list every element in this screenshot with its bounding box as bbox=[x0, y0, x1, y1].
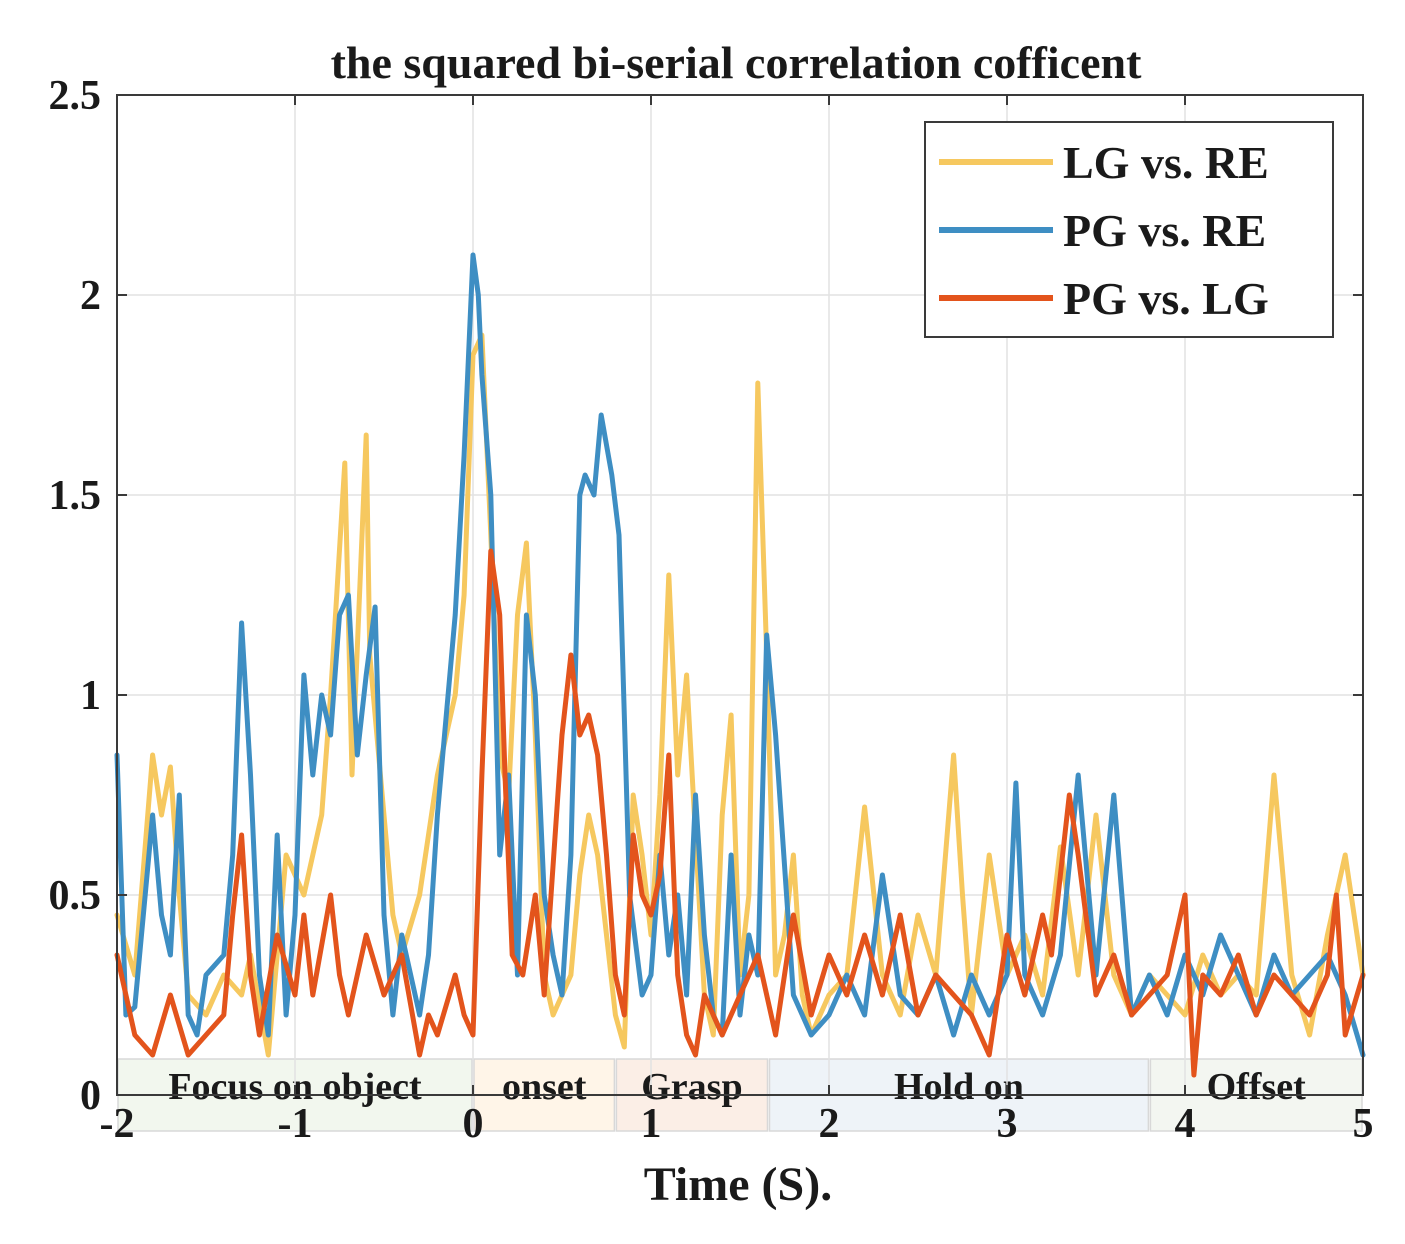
legend-label-3: PG vs. LG bbox=[1063, 273, 1269, 324]
series-lines bbox=[114, 252, 1366, 1078]
x-tick-label: 0 bbox=[463, 1101, 484, 1147]
y-tick-labels: 0 0.5 1 1.5 2 2.5 bbox=[49, 73, 102, 1119]
y-tick-label: 1.5 bbox=[49, 473, 102, 519]
x-axis-label: Time (S). bbox=[644, 1158, 832, 1211]
legend: LG vs. RE PG vs. RE PG vs. LG bbox=[924, 121, 1334, 338]
y-tick-label: 0.5 bbox=[49, 873, 102, 919]
x-tick-label: 1 bbox=[641, 1101, 662, 1147]
series-line-1 bbox=[114, 332, 1366, 1058]
phase-label: Grasp bbox=[641, 1066, 742, 1108]
x-tick-label: 4 bbox=[1175, 1101, 1196, 1147]
y-tick-label: 1 bbox=[80, 673, 101, 719]
y-tick-label: 2.5 bbox=[49, 73, 102, 119]
series-line-3 bbox=[114, 548, 1366, 1078]
phase-label: Offset bbox=[1207, 1066, 1307, 1108]
axes bbox=[116, 94, 1364, 1096]
legend-label-1: LG vs. RE bbox=[1063, 137, 1269, 188]
x-tick-label: 2 bbox=[819, 1101, 840, 1147]
x-tick-label: -1 bbox=[278, 1101, 313, 1147]
chart-title: the squared bi-serial correlation coffic… bbox=[331, 37, 1142, 88]
y-tick-label: 2 bbox=[80, 273, 101, 319]
axes-frame bbox=[116, 94, 1364, 1096]
phase-label: Hold on bbox=[894, 1066, 1024, 1108]
phase-label: onset bbox=[502, 1066, 587, 1108]
y-tick-label: 0 bbox=[80, 1073, 101, 1119]
x-tick-label: -2 bbox=[100, 1101, 135, 1147]
x-tick-label: 5 bbox=[1353, 1101, 1374, 1147]
legend-label-2: PG vs. RE bbox=[1063, 205, 1266, 256]
x-tick-label: 3 bbox=[997, 1101, 1018, 1147]
x-tick-labels: -2 -1 0 1 2 3 4 5 bbox=[100, 1101, 1374, 1147]
series-line-2 bbox=[114, 252, 1366, 1058]
